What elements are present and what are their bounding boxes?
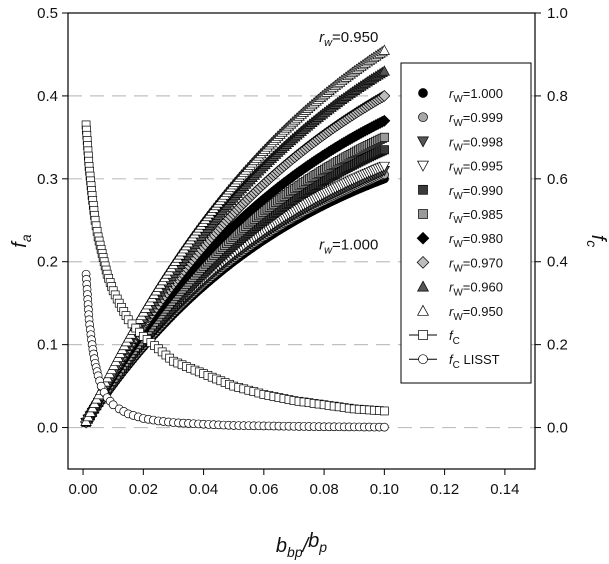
- x-tick-label: 0.08: [309, 481, 338, 498]
- marker-square: [418, 209, 428, 219]
- marker-diamond: [416, 256, 430, 269]
- y-right-tick-label: 0.0: [547, 420, 568, 437]
- series-layer: [80, 44, 391, 432]
- legend-label: rW=0.998: [449, 134, 503, 153]
- legend-label: rW=0.985: [449, 207, 503, 226]
- x-tick-label: 0.00: [68, 481, 97, 498]
- marker-circle: [418, 354, 428, 365]
- legend-label: fC LISST: [449, 352, 500, 371]
- x-tick-label: 0.12: [430, 481, 459, 498]
- marker-triangle-up: [417, 304, 429, 316]
- annotations: rw=0.950 rw=1.000: [319, 29, 378, 256]
- x-tick-label: 0.06: [249, 481, 278, 498]
- legend-label: fC: [449, 328, 460, 347]
- marker-circle: [418, 88, 428, 98]
- y-left-tick-label: 0.0: [37, 420, 58, 437]
- marker-diamond: [378, 114, 391, 127]
- legend-label: rW=0.990: [449, 183, 503, 202]
- y-right-tick-label: 0.2: [547, 337, 568, 354]
- marker-triangle-up: [378, 65, 390, 76]
- legend-label: rW=0.995: [449, 159, 503, 178]
- marker-triangle-down: [417, 136, 429, 148]
- legend-label: rW=0.970: [449, 255, 503, 274]
- axis-titles: bbp/bp fa fc: [9, 234, 609, 560]
- y-right-axis-title: fc: [584, 235, 609, 248]
- y-right-tick-label: 0.4: [547, 254, 568, 271]
- marker-triangle-down: [378, 161, 390, 173]
- y-right-tick-label: 1.0: [547, 5, 568, 22]
- x-tick-label: 0.14: [490, 481, 519, 498]
- legend-label: rW=0.950: [449, 304, 503, 323]
- y-left-tick-label: 0.2: [37, 254, 58, 271]
- legend-label: rW=0.999: [449, 110, 503, 129]
- marker-diamond: [378, 89, 391, 102]
- marker-triangle-down: [417, 160, 429, 172]
- plot-frame: [67, 12, 536, 470]
- annotation: rw=1.000: [319, 236, 378, 256]
- legend-label: rW=1.000: [449, 86, 503, 105]
- legend: rW=1.000 rW=0.999 rW=0.998 rW=0.995 rW=0.990…: [400, 62, 532, 384]
- marker-square: [418, 184, 428, 195]
- series-r_W=0.950: [80, 44, 390, 426]
- marker-square: [380, 406, 389, 416]
- marker-diamond: [416, 231, 430, 245]
- y-left-tick-label: 0.3: [37, 171, 58, 188]
- marker-triangle-up: [417, 280, 429, 292]
- marker-circle: [108, 400, 118, 410]
- y-left-axis-title: fa: [9, 234, 34, 248]
- y-left-tick-label: 0.1: [37, 337, 58, 354]
- annotation: rw=0.950: [319, 29, 378, 49]
- x-axis-title: bbp/bp: [276, 530, 327, 560]
- series-f_C LISST: [81, 269, 389, 432]
- marker-triangle-up: [378, 44, 390, 55]
- y-right-tick-label: 0.6: [547, 171, 568, 188]
- marker-square: [379, 145, 389, 155]
- marker-circle: [418, 112, 428, 123]
- axes: 0.00 0.02 0.04 0.06 0.08 0.10 0.12 0.14 0.0 0.1 0.…: [37, 5, 568, 498]
- x-tick-label: 0.04: [189, 481, 218, 498]
- y-right-tick-label: 0.8: [547, 88, 568, 105]
- x-tick-label: 0.02: [129, 481, 158, 498]
- marker-circle: [380, 422, 389, 432]
- legend-label: rW=0.980: [449, 231, 503, 250]
- y-left-tick-label: 0.4: [37, 88, 58, 105]
- y-left-tick-label: 0.5: [37, 5, 58, 22]
- marker-square: [379, 132, 389, 142]
- series-f_C: [81, 120, 389, 416]
- marker-square: [418, 330, 428, 340]
- legend-label: rW=0.960: [449, 280, 503, 299]
- x-tick-label: 0.10: [370, 481, 399, 498]
